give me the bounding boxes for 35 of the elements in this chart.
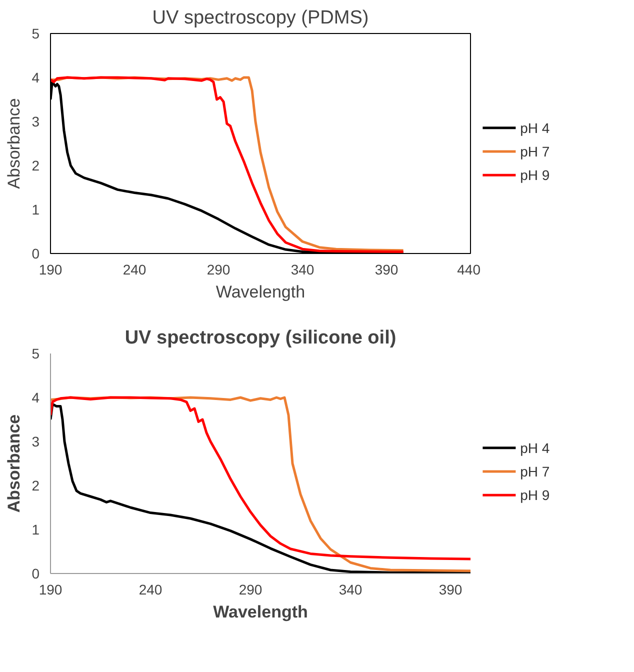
x-tick-label: 190 <box>38 582 62 598</box>
y-tick-label: 0 <box>32 246 40 262</box>
y-tick-label: 3 <box>32 114 40 130</box>
x-tick-label: 340 <box>290 262 314 278</box>
chart-title: UV spectroscopy (PDMS) <box>152 8 369 28</box>
legend-label: pH 4 <box>520 120 550 136</box>
x-tick-label: 440 <box>457 262 481 278</box>
y-tick-label: 3 <box>32 434 40 450</box>
legend-label: pH 9 <box>520 487 550 504</box>
x-axis-title: Wavelength <box>216 282 306 302</box>
x-tick-label: 390 <box>374 262 398 278</box>
y-tick-label: 2 <box>32 478 40 494</box>
legend-label: pH 7 <box>520 464 550 480</box>
y-tick-label: 5 <box>32 346 40 362</box>
y-tick-label: 5 <box>32 26 40 42</box>
x-tick-label: 190 <box>38 262 62 278</box>
x-axis-title: Wavelength <box>213 602 308 622</box>
y-tick-label: 4 <box>32 70 40 86</box>
x-tick-label: 240 <box>138 582 162 598</box>
x-tick-label: 290 <box>238 582 262 598</box>
y-tick-label: 2 <box>32 158 40 174</box>
chart-title: UV spectroscopy (silicone oil) <box>124 328 396 348</box>
y-tick-label: 1 <box>32 202 40 218</box>
x-tick-label: 240 <box>122 262 146 278</box>
y-tick-label: 0 <box>32 566 40 582</box>
x-tick-label: 340 <box>338 582 362 598</box>
x-tick-label: 390 <box>438 582 462 598</box>
y-tick-label: 1 <box>32 522 40 538</box>
legend-label: pH 7 <box>520 144 550 160</box>
legend-label: pH 4 <box>520 440 550 456</box>
y-axis-title: Absorbance <box>4 414 24 513</box>
y-tick-label: 4 <box>32 390 40 406</box>
y-axis-title: Absorbance <box>4 98 24 189</box>
legend-label: pH 9 <box>520 167 550 184</box>
x-tick-label: 290 <box>206 262 230 278</box>
